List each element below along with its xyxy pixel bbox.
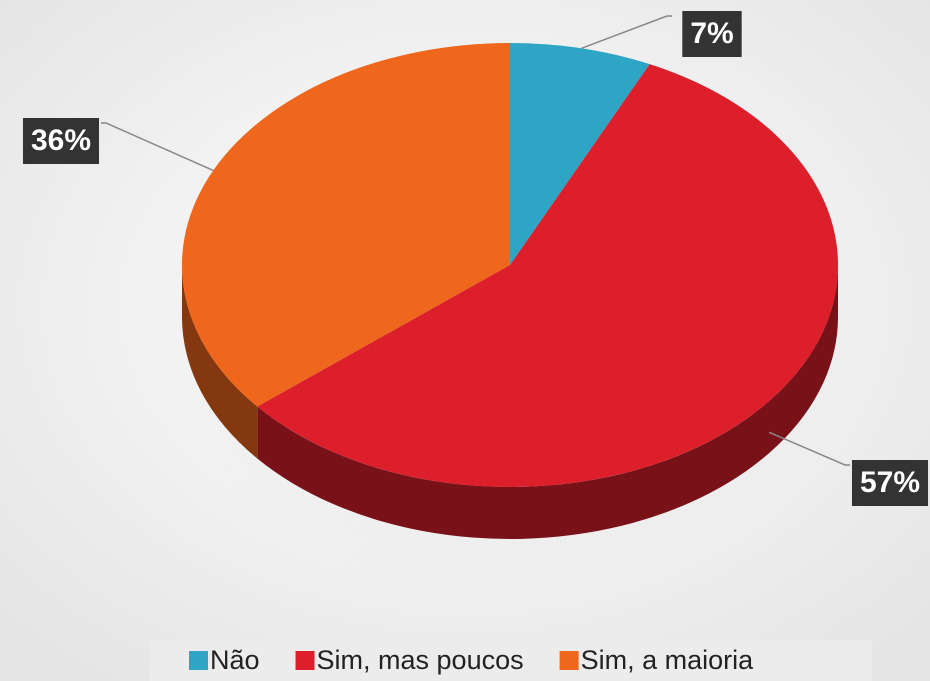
data-label: 36%	[31, 124, 91, 157]
slice	[510, 43, 650, 265]
data-label-box	[851, 460, 929, 506]
legend-label: Não	[210, 645, 260, 675]
slice	[182, 43, 511, 407]
slice	[257, 64, 839, 488]
data-label: 57%	[860, 466, 920, 499]
slice-side	[182, 265, 258, 459]
data-label-box	[682, 11, 742, 57]
slice-side	[257, 265, 838, 539]
data-label-box	[22, 118, 100, 164]
legend-box	[150, 640, 872, 681]
legend-swatch	[559, 651, 579, 670]
legend-swatch	[189, 651, 208, 670]
data-label: 7%	[690, 17, 733, 50]
leader-line	[768, 431, 850, 466]
leader-line	[101, 122, 214, 172]
legend-swatch	[295, 651, 315, 670]
legend-label: Sim, a maioria	[581, 645, 755, 675]
leader-line	[581, 15, 672, 50]
legend-label: Sim, mas poucos	[317, 645, 524, 675]
